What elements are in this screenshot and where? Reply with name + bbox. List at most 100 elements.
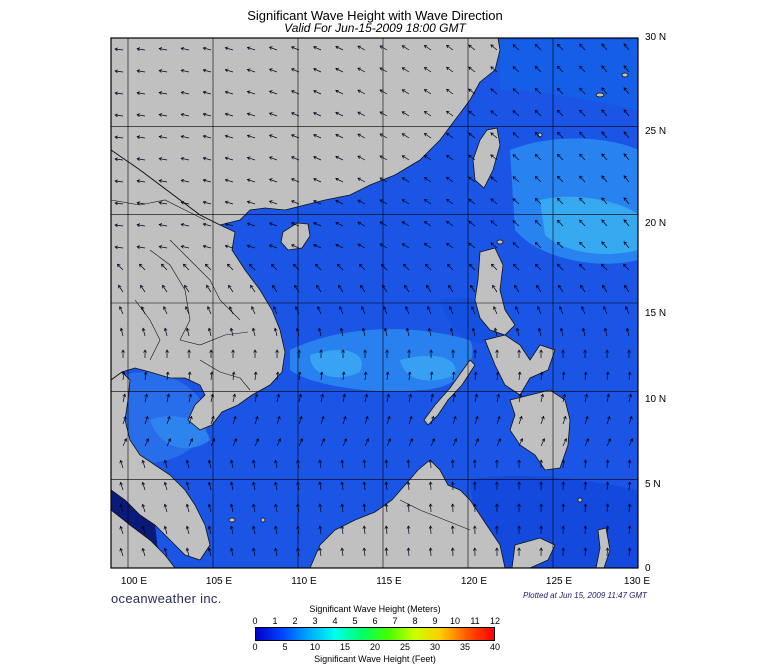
wave-arrow-head [141,459,146,464]
wave-arrow [340,328,344,337]
wave-arrow-head [340,525,345,529]
wave-arrow [628,416,632,425]
wave-arrow-head [185,327,190,332]
wave-arrow [623,65,630,73]
wave-arrow-head [202,200,207,205]
wave-arrow-head [136,245,141,249]
wave-arrow-head [579,87,583,92]
wave-arrow [379,155,388,161]
wave-arrow-head [232,393,237,398]
wave-arrow-head [517,525,521,529]
wave-arrow-head [623,43,627,47]
wave-arrow [513,263,520,271]
land-borneo [309,459,506,568]
wave-arrow-head [512,110,517,114]
wave-arrow-head [449,306,453,310]
wave-arrow [536,285,542,293]
wave-arrow [230,328,234,337]
wave-arrow-head [246,244,251,248]
wave-arrow-head [114,157,118,162]
wave-arrow [534,220,542,227]
wave-arrow [341,548,344,557]
wave-arrow [140,285,146,293]
wave-arrow [335,244,344,249]
wave-arrow [446,242,454,249]
wave-arrow [579,153,586,161]
wave-arrow [381,263,388,271]
wave-arrow [137,48,146,51]
wave-arrow [225,91,234,95]
feet-tick-label: 10 [309,642,320,652]
wave-arrow [339,306,344,315]
wave-arrow [430,459,432,469]
wave-arrow-head [136,157,141,161]
wave-arrow [186,460,190,469]
wave-arrow-head [534,197,539,202]
wave-arrow-head [209,371,214,375]
wave-arrow [385,548,388,557]
wave-arrow [291,46,300,51]
wave-arrow-head [274,547,278,552]
wave-arrow-head [252,503,256,508]
wave-arrow-head [517,371,522,375]
wave-arrow-head [229,503,234,508]
wave-arrow [142,328,146,337]
wave-arrow-head [207,327,212,332]
wave-arrow [291,90,300,95]
land-sulawesi [511,537,556,568]
wave-arrow [122,394,126,403]
wave-arrow-head [202,68,207,73]
wave-arrow [164,548,168,557]
wave-arrow [159,246,168,249]
wave-arrow-head [270,263,275,268]
land-sumatra [111,509,176,568]
wave-arrow [601,131,608,139]
wave-arrow [137,158,146,161]
wave-arrow-head [357,89,361,93]
wave-arrow-head [541,415,545,420]
wave-arrow-head [578,263,583,268]
wave-arrow [357,89,366,95]
wave-arrow-head [490,198,494,202]
wave-arrow-head [579,131,583,136]
wave-arrow [628,438,633,447]
feet-tick-label: 20 [369,642,380,652]
wave-arrow-head [379,45,384,49]
wave-arrow [232,438,237,447]
wave-arrow [430,372,433,381]
wave-arrow [297,548,300,557]
wave-arrow-head [490,242,494,246]
wave-arrow [276,394,280,403]
wave-arrow-head [335,199,339,204]
wave-arrow [142,548,146,557]
wave-arrow [446,44,454,51]
wave-arrow-head [229,547,234,552]
wave-arrow [537,306,542,315]
wave-arrow [430,547,432,557]
wave-arrow [386,372,389,381]
wave-arrow [120,526,124,535]
wave-arrow [313,46,322,51]
wave-arrow-head [493,327,498,332]
meters-tick-label: 7 [392,616,398,626]
wave-arrow-head [585,438,590,442]
wave-arrow [407,503,410,513]
wave-arrow [385,504,388,513]
wave-arrow-head [409,438,414,442]
wave-arrow [252,504,256,513]
wave-arrow [557,132,564,139]
wave-arrow-head [209,349,213,353]
wave-arrow [364,394,368,403]
wave-arrow [208,328,212,337]
wave-arrow [183,263,190,271]
wave-arrow-head [187,349,191,353]
wave-arrow-head [475,415,479,420]
wave-arrow-head [297,349,301,353]
wave-arrow-head [207,481,212,486]
wave-arrow-head [423,67,428,71]
wave-arrow-head [180,134,185,139]
wave-arrow-head [472,503,477,507]
wave-arrow-head [605,525,610,529]
wave-arrow [557,110,564,117]
wave-arrow-head [629,415,633,420]
